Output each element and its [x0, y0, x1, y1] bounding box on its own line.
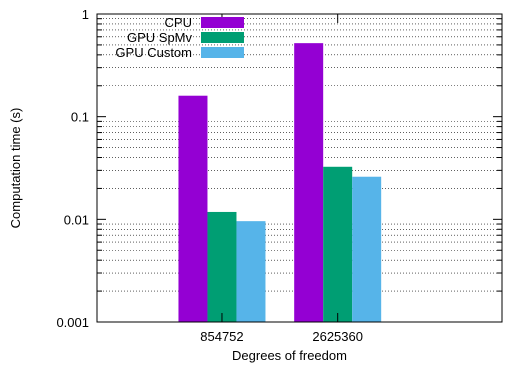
- bar: [236, 221, 266, 322]
- bar: [294, 43, 324, 323]
- legend-label: GPU SpMv: [127, 30, 193, 45]
- bars: [178, 43, 382, 323]
- legend-swatch: [201, 17, 244, 28]
- x-tick-label: 2625360: [312, 329, 363, 344]
- y-axis-label: Computation time (s): [8, 108, 23, 229]
- legend-swatch: [201, 32, 244, 43]
- y-tick-label: 0.1: [71, 110, 89, 125]
- legend-label: GPU Custom: [115, 45, 192, 60]
- bar: [323, 166, 353, 322]
- y-ticks: 0.001 0.01 0.1 1: [56, 7, 502, 330]
- legend-label: CPU: [165, 15, 192, 30]
- legend-swatch: [201, 47, 244, 58]
- y-tick-label: 0.001: [56, 315, 89, 330]
- bar: [352, 176, 382, 322]
- bar: [178, 95, 208, 322]
- bar: [207, 211, 237, 322]
- x-ticks: 854752 2625360: [200, 14, 363, 344]
- x-tick-label: 854752: [200, 329, 243, 344]
- plot-frame: [96, 13, 503, 323]
- y-tick-label: 0.01: [64, 212, 89, 227]
- y-tick-label: 1: [82, 7, 89, 22]
- x-axis-label: Degrees of freedom: [232, 348, 347, 363]
